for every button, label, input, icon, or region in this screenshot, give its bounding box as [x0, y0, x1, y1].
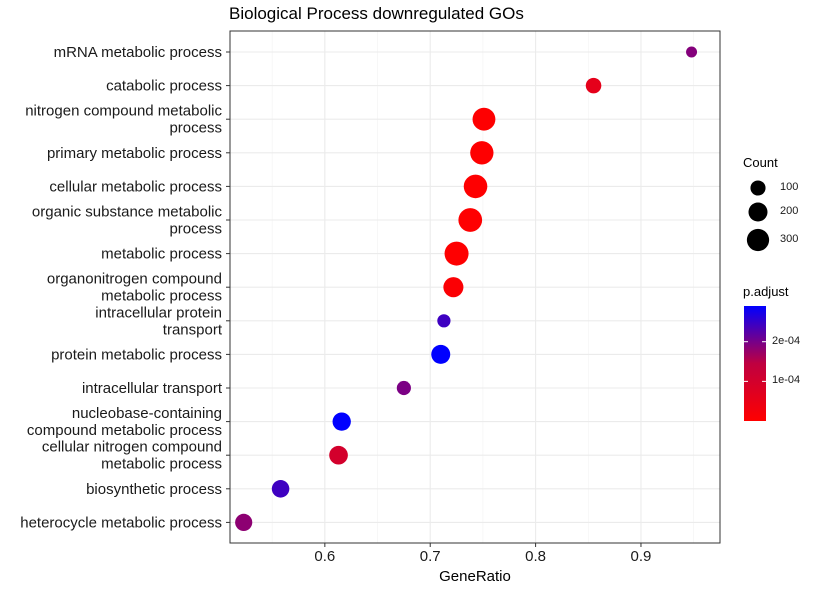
color-legend-label: 2e-04	[772, 334, 801, 347]
y-tick-label: mRNA metabolic process	[54, 44, 222, 61]
x-axis-label: GeneRatio	[439, 568, 511, 585]
data-point	[329, 445, 348, 465]
y-tick-label: compound metabolic process	[27, 422, 222, 439]
size-legend-title: Count	[743, 155, 778, 170]
y-tick-label: cellular metabolic process	[49, 178, 222, 195]
y-tick-label: biosynthetic process	[86, 481, 222, 498]
x-tick-label: 0.8	[525, 548, 546, 565]
data-point	[332, 412, 351, 431]
y-tick-label: process	[169, 120, 222, 137]
y-tick-label: protein metabolic process	[51, 346, 222, 363]
color-legend-label: 1e-04	[772, 374, 801, 387]
x-tick-label: 0.7	[420, 548, 441, 565]
data-point	[585, 77, 602, 94]
y-tick-label: process	[169, 221, 222, 238]
color-legend-bar	[744, 306, 766, 421]
data-point	[235, 513, 253, 531]
data-point	[463, 174, 488, 199]
panel-border	[229, 30, 721, 544]
data-point	[458, 208, 483, 232]
data-point	[686, 46, 698, 58]
y-tick-label: heterocycle metabolic process	[20, 514, 222, 531]
data-point	[396, 380, 411, 396]
size-legend-label: 300	[780, 233, 799, 245]
y-tick-label: primary metabolic process	[47, 145, 222, 162]
size-legend-key	[746, 228, 770, 252]
data-point	[271, 480, 290, 498]
y-tick-label: nucleobase-containing	[72, 405, 222, 422]
y-tick-label: intracellular transport	[82, 380, 223, 397]
size-legend-label: 100	[780, 181, 799, 193]
y-tick-label: organic substance metabolic	[32, 204, 223, 221]
data-point	[470, 141, 494, 165]
data-point	[437, 314, 451, 328]
y-tick-label: metabolic process	[101, 246, 222, 263]
chart-title: Biological Process downregulated GOs	[229, 4, 524, 23]
size-legend-label: 200	[780, 205, 799, 217]
y-tick-label: cellular nitrogen compound	[42, 439, 222, 456]
y-tick-label: nitrogen compound metabolic	[25, 103, 222, 120]
y-tick-label: metabolic process	[101, 288, 222, 305]
y-tick-label: metabolic process	[101, 456, 222, 473]
x-tick-label: 0.9	[631, 548, 652, 565]
x-tick-label: 0.6	[314, 548, 335, 565]
color-legend-title: p.adjust	[743, 284, 789, 299]
data-point	[444, 241, 469, 266]
data-point	[472, 107, 496, 131]
data-point	[431, 344, 451, 364]
y-tick-label: transport	[163, 321, 223, 338]
data-point	[443, 277, 464, 298]
size-legend-key	[748, 202, 768, 222]
y-tick-label: intracellular protein	[95, 304, 222, 321]
y-tick-label: organonitrogen compound	[47, 271, 222, 288]
size-legend-key	[750, 180, 766, 196]
y-tick-label: catabolic process	[106, 78, 222, 95]
